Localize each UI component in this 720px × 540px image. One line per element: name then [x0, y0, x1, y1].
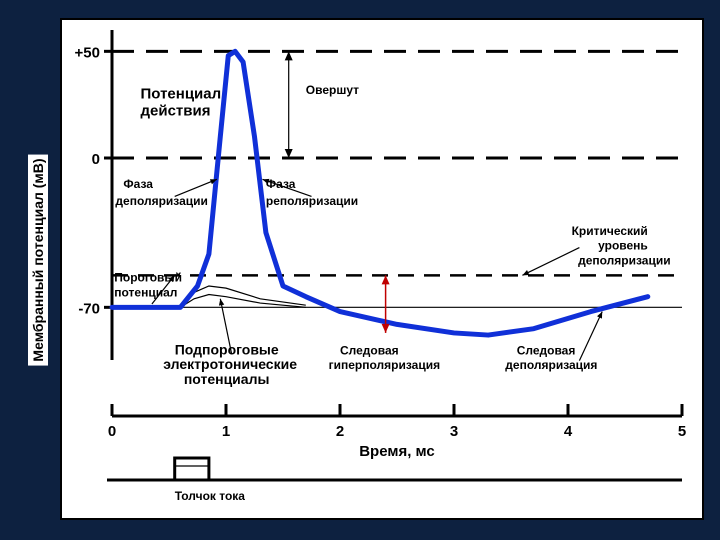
svg-text:0: 0: [108, 423, 116, 440]
svg-text:3: 3: [450, 423, 458, 440]
svg-text:Потенциал: Потенциал: [141, 85, 222, 102]
svg-text:+50: +50: [75, 44, 100, 61]
svg-text:Фаза: Фаза: [123, 177, 153, 191]
svg-text:деполяризации: деполяризации: [578, 254, 671, 268]
svg-text:Подпороговые: Подпороговые: [175, 341, 279, 357]
svg-text:5: 5: [678, 423, 686, 440]
svg-text:Критический: Критический: [572, 224, 648, 238]
svg-text:1: 1: [222, 423, 230, 440]
svg-text:Следовая: Следовая: [517, 343, 576, 357]
plot-panel: +50 0 -70 Потенциалдействия Овершут Фаза депол…: [60, 18, 704, 520]
svg-text:гиперполяризация: гиперполяризация: [329, 358, 440, 372]
y-axis-label: Мембранный потенциал (мВ): [28, 154, 48, 365]
svg-text:реполяризации: реполяризации: [266, 194, 358, 208]
svg-text:Толчок тока: Толчок тока: [175, 489, 246, 503]
svg-text:-70: -70: [78, 300, 100, 317]
svg-text:0: 0: [92, 151, 100, 168]
svg-text:4: 4: [564, 423, 573, 440]
svg-text:электротонические: электротонические: [163, 356, 297, 372]
svg-text:деполяризация: деполяризация: [505, 358, 597, 372]
svg-text:2: 2: [336, 423, 344, 440]
svg-text:Следовая: Следовая: [340, 343, 399, 357]
svg-text:Пороговый: Пороговый: [114, 271, 182, 285]
svg-text:деполяризации: деполяризации: [115, 194, 208, 208]
svg-text:Овершут: Овершут: [306, 83, 359, 97]
svg-text:Фаза: Фаза: [266, 177, 296, 191]
svg-text:потенциал: потенциал: [114, 286, 177, 300]
svg-text:Время, мс: Время, мс: [359, 443, 435, 460]
svg-text:уровень: уровень: [598, 239, 648, 253]
svg-text:потенциалы: потенциалы: [184, 371, 270, 387]
svg-text:действия: действия: [141, 102, 211, 119]
action-potential-chart: +50 0 -70 Потенциалдействия Овершут Фаза депол…: [62, 20, 702, 518]
